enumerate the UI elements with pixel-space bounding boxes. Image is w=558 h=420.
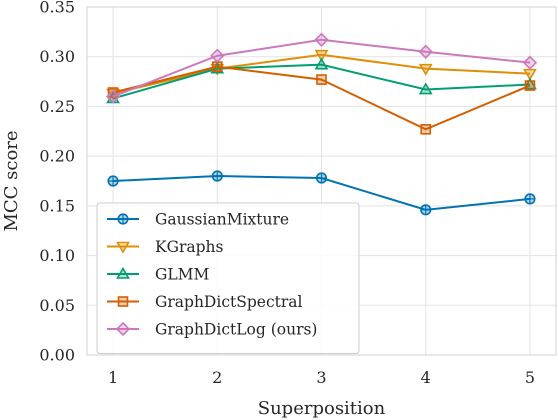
data-point-marker bbox=[314, 32, 329, 47]
x-tick-label: 3 bbox=[316, 368, 326, 387]
data-point-marker bbox=[524, 193, 536, 205]
data-point-marker bbox=[314, 49, 329, 62]
y-tick-label: 0.35 bbox=[39, 0, 75, 17]
legend-item: GLMM bbox=[107, 266, 210, 284]
legend-label: GaussianMixture bbox=[155, 211, 289, 229]
data-point-marker bbox=[418, 44, 433, 59]
legend-box bbox=[96, 202, 360, 354]
series-line bbox=[112, 53, 530, 95]
data-point-marker bbox=[107, 87, 119, 98]
y-tick-label: 0.25 bbox=[39, 97, 75, 116]
y-tick-label: 0.00 bbox=[39, 346, 75, 365]
y-tick-label: 0.20 bbox=[39, 147, 75, 166]
series-gaussianmixture bbox=[107, 170, 536, 216]
data-point-marker bbox=[105, 89, 121, 104]
legend-item: GraphDictSpectral bbox=[107, 293, 303, 311]
series-line bbox=[112, 63, 530, 100]
y-tick-label: 0.10 bbox=[39, 246, 75, 265]
data-point-marker bbox=[107, 175, 119, 187]
series-line bbox=[112, 38, 531, 98]
legend-item: GaussianMixture bbox=[107, 211, 289, 229]
plot-frame bbox=[86, 6, 557, 356]
x-tick-label: 1 bbox=[108, 368, 118, 387]
legend-item: KGraphs bbox=[107, 238, 224, 256]
data-point-marker bbox=[420, 123, 432, 135]
y-tick-label: 0.05 bbox=[39, 296, 75, 315]
legend-item: GraphDictLog (ours) bbox=[107, 321, 317, 339]
data-point-marker bbox=[211, 61, 223, 72]
data-point-marker bbox=[314, 57, 329, 70]
data-point-marker bbox=[117, 213, 129, 225]
axis-ticks: 0.00 0.05 0.10 0.15 0.20 0.25 0.30 0.35 1 2 3 4 5 bbox=[39, 0, 535, 387]
data-point-marker bbox=[418, 63, 433, 76]
x-tick-label: 2 bbox=[212, 368, 222, 387]
data-point-marker bbox=[116, 241, 130, 254]
legend-label: GraphDictSpectral bbox=[155, 293, 303, 311]
series-graphdictlog-ours bbox=[105, 32, 538, 104]
series-layer bbox=[105, 32, 538, 216]
x-tick-label: 4 bbox=[421, 368, 431, 387]
data-point-marker bbox=[524, 80, 536, 91]
data-point-marker bbox=[211, 170, 223, 182]
legend-label: GraphDictLog (ours) bbox=[155, 321, 317, 339]
legend: GaussianMixture KGraphs GLMM GraphDictSpect… bbox=[96, 202, 360, 354]
y-tick-label: 0.30 bbox=[39, 47, 75, 66]
series-line bbox=[112, 65, 531, 131]
data-point-marker bbox=[116, 266, 130, 279]
legend-label: KGraphs bbox=[155, 238, 224, 256]
data-point-marker bbox=[522, 55, 538, 70]
y-axis-label: MCC score bbox=[1, 130, 22, 231]
data-point-marker bbox=[315, 172, 328, 184]
series-graphdictspectral bbox=[107, 61, 536, 135]
data-point-marker bbox=[420, 204, 432, 216]
data-point-marker bbox=[117, 296, 129, 307]
data-point-marker bbox=[115, 321, 131, 337]
data-point-marker bbox=[316, 74, 327, 85]
x-tick-label: 5 bbox=[525, 368, 535, 387]
y-tick-label: 0.15 bbox=[39, 196, 75, 215]
x-axis-label: Superposition bbox=[258, 398, 386, 419]
legend-label: GLMM bbox=[155, 266, 210, 284]
data-point-marker bbox=[210, 48, 225, 63]
data-point-marker bbox=[418, 82, 433, 95]
